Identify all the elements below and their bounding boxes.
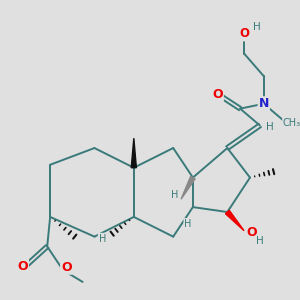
Polygon shape <box>181 176 195 199</box>
Text: O: O <box>212 88 223 101</box>
Polygon shape <box>131 138 136 168</box>
Text: CH₃: CH₃ <box>283 118 300 128</box>
Polygon shape <box>225 210 244 231</box>
Text: H: H <box>184 219 192 229</box>
Text: N: N <box>259 97 269 110</box>
Text: H: H <box>253 22 261 32</box>
Text: O: O <box>246 226 256 239</box>
Text: O: O <box>239 27 249 40</box>
Text: H: H <box>99 234 106 244</box>
Text: O: O <box>17 260 28 273</box>
Text: O: O <box>61 261 72 274</box>
Text: H: H <box>266 122 274 132</box>
Text: H: H <box>256 236 264 246</box>
Text: H: H <box>172 190 179 200</box>
